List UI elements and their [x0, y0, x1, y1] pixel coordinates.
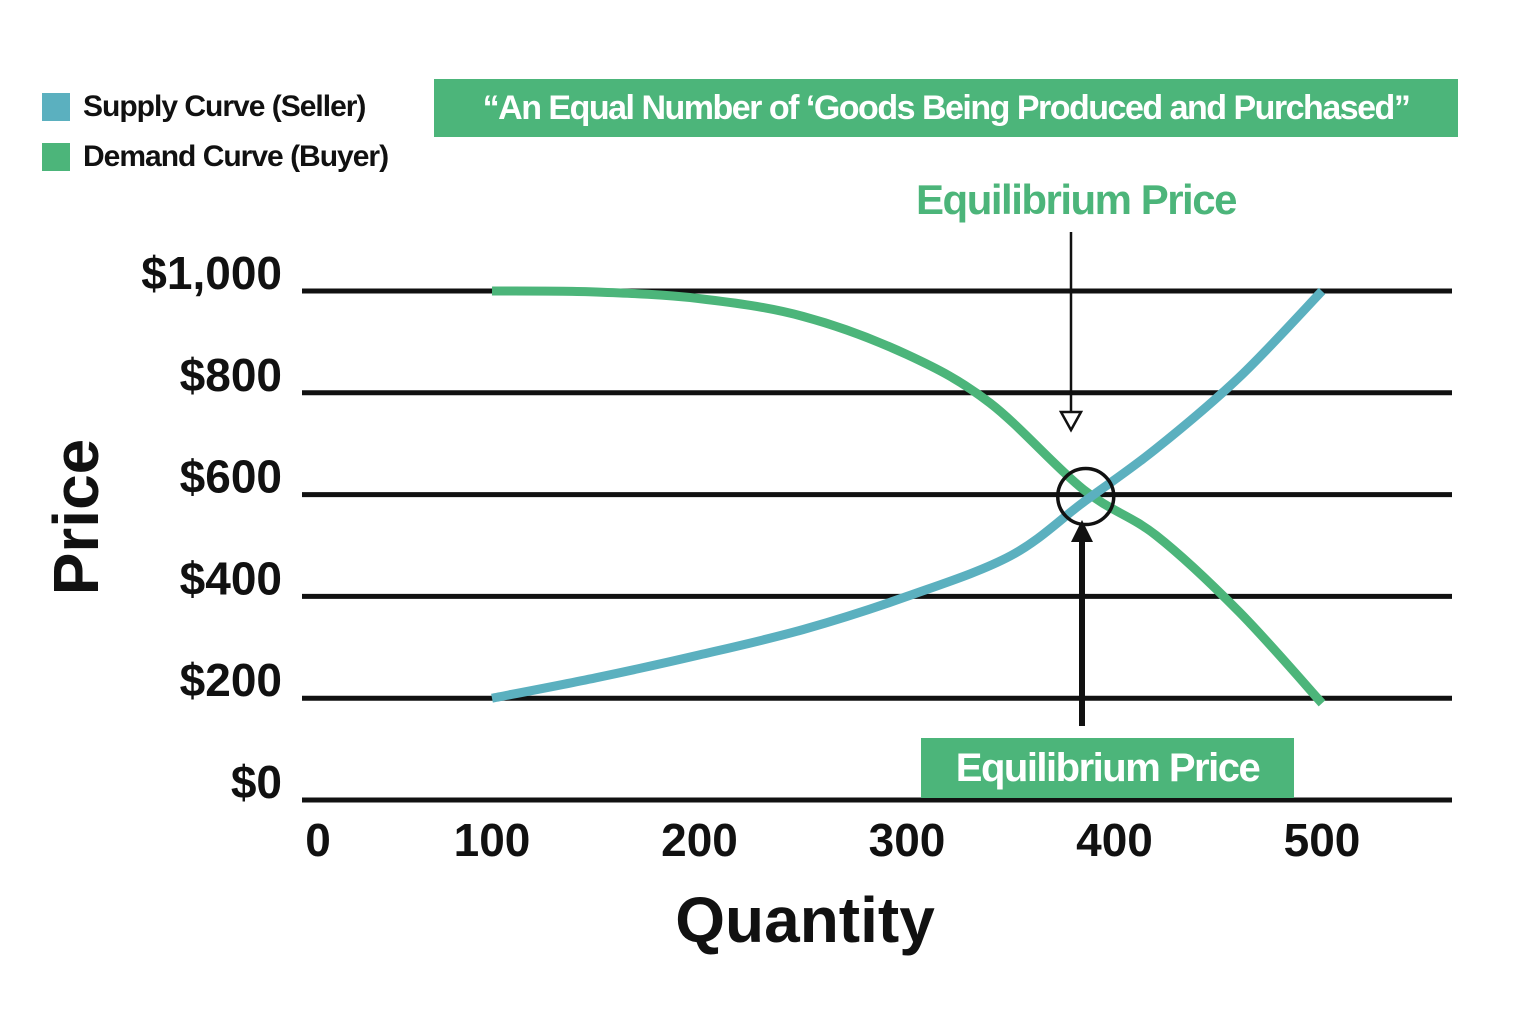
grid-lines — [302, 288, 1452, 803]
y-tick-label: $1,000 — [141, 247, 282, 299]
y-tick-label: $200 — [180, 654, 282, 706]
x-tick-label: 300 — [869, 814, 946, 866]
y-axis-label: Price — [40, 439, 112, 596]
legend: Supply Curve (Seller) Demand Curve (Buye… — [42, 82, 389, 182]
legend-item-supply: Supply Curve (Seller) — [42, 82, 388, 132]
demand-curve-line — [491, 286, 1326, 707]
x-tick-label: 500 — [1284, 814, 1361, 866]
y-tick-label: $800 — [180, 349, 282, 401]
legend-item-demand: Demand Curve (Buyer) — [42, 132, 389, 182]
equilibrium-annotations — [1056, 232, 1116, 726]
up-arrow-head-icon — [1071, 520, 1093, 542]
y-tick-label: $400 — [180, 552, 282, 604]
x-axis-label: Quantity — [675, 884, 935, 956]
y-tick-label: $0 — [231, 756, 282, 808]
demand-legend-swatch — [42, 143, 70, 171]
definition-banner-text: “An Equal Number of ‘Goods Being Produce… — [482, 88, 1411, 127]
equilibrium-price-label-bottom: Equilibrium Price — [921, 738, 1294, 798]
x-tick-label: 200 — [661, 814, 738, 866]
y-axis-tick-labels: $0 $200 $400 $600 $800 $1,000 — [141, 247, 282, 808]
supply-legend-label: Supply Curve (Seller) — [83, 90, 366, 123]
supply-curve-line — [491, 287, 1326, 703]
x-tick-label: 400 — [1076, 814, 1153, 866]
supply-legend-swatch — [42, 93, 70, 121]
equilibrium-price-label-top: Equilibrium Price — [916, 176, 1237, 223]
equilibrium-circle-marker — [1056, 466, 1116, 527]
demand-legend-label: Demand Curve (Buyer) — [83, 140, 389, 173]
down-arrow-head-icon — [1058, 410, 1084, 433]
x-tick-label: 100 — [454, 814, 531, 866]
x-axis-tick-labels: 0 100 200 300 400 500 — [305, 814, 1360, 866]
equilibrium-price-label-bottom-text: Equilibrium Price — [955, 745, 1261, 790]
definition-banner: “An Equal Number of ‘Goods Being Produce… — [434, 79, 1458, 137]
y-tick-label: $600 — [180, 451, 282, 503]
data-series — [491, 286, 1326, 707]
x-tick-label: 0 — [305, 814, 331, 866]
